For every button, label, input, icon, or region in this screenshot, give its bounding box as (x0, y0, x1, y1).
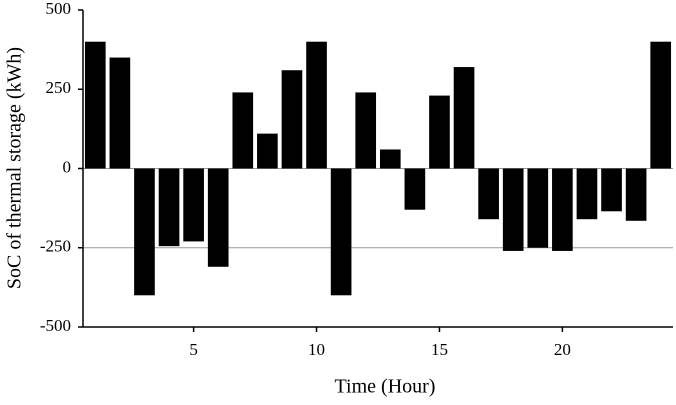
bar (158, 168, 180, 247)
bar (379, 149, 401, 169)
y-axis-label: SoC of thermal storage (kWh) (4, 47, 26, 289)
bar (84, 41, 106, 169)
y-tick-label: -500 (40, 316, 71, 335)
bar (478, 168, 499, 220)
bar (601, 168, 622, 212)
bar (257, 133, 278, 169)
bar (625, 168, 647, 221)
bar (355, 92, 377, 169)
bar (134, 168, 155, 296)
bar (207, 168, 229, 267)
bar (404, 168, 426, 210)
bar (183, 168, 204, 242)
bar (281, 70, 303, 169)
bar (502, 168, 524, 251)
bar (232, 92, 254, 169)
x-tick-label: 20 (554, 340, 571, 359)
bar (527, 168, 549, 248)
bar (306, 41, 327, 169)
bar (453, 67, 475, 169)
bar (552, 168, 573, 251)
y-tick-label: 0 (63, 157, 72, 176)
bar (109, 57, 131, 169)
bar (429, 95, 450, 169)
y-tick-label: -250 (40, 237, 71, 256)
bar (650, 41, 672, 169)
bar (330, 168, 352, 296)
bar (576, 168, 598, 220)
x-axis-label: Time (Hour) (335, 376, 436, 398)
x-tick-label: 15 (431, 340, 448, 359)
y-tick-label: 250 (46, 78, 72, 97)
y-tick-label: 500 (46, 0, 72, 18)
x-tick-label: 5 (189, 340, 198, 359)
x-tick-label: 10 (308, 340, 325, 359)
